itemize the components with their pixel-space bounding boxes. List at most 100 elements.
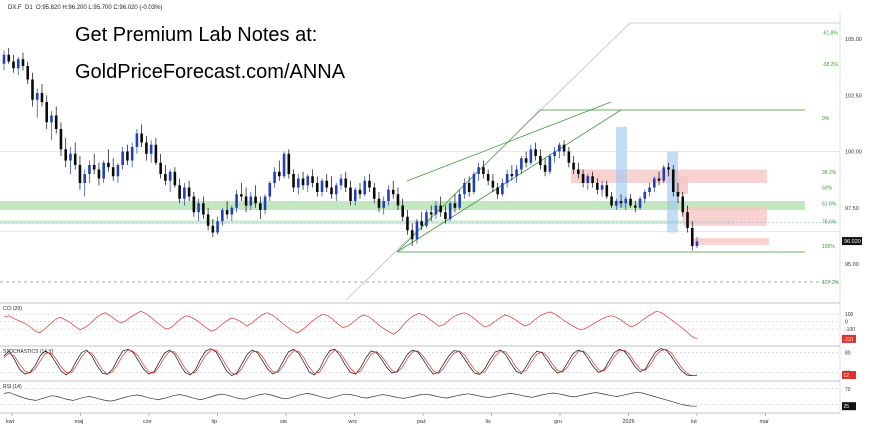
- price-tick-label: 105.00: [845, 37, 862, 43]
- stoch-d-line: [3, 348, 697, 376]
- channel-lower-line: [396, 109, 622, 253]
- candle-body: [145, 142, 148, 154]
- trend-lines-layer: [345, 22, 840, 301]
- candle-body: [7, 54, 11, 62]
- candle-body: [695, 241, 699, 246]
- candle-body: [330, 187, 333, 195]
- candle-body: [164, 174, 167, 181]
- resistance-zone-small: [676, 176, 688, 195]
- candle-body: [520, 158, 523, 170]
- candle-body: [320, 180, 324, 192]
- candle-body: [363, 180, 367, 195]
- candle-body: [31, 79, 34, 100]
- candle-body: [534, 149, 537, 156]
- candle-body: [154, 144, 158, 163]
- candle-body: [12, 61, 15, 69]
- candle-body: [496, 187, 499, 195]
- candle-body: [410, 230, 414, 240]
- last-price-tag: [842, 237, 862, 246]
- candle-body: [453, 203, 457, 208]
- candle-body: [643, 192, 647, 199]
- candle-body: [50, 115, 53, 123]
- candle-body: [524, 158, 528, 163]
- indicator-panels: CCI (20) 100 0-100 -231 STOCHASTICS (14,Y) 80…: [0, 302, 856, 411]
- candle-body: [610, 196, 613, 206]
- candle-body: [629, 198, 632, 206]
- candle-body: [477, 167, 480, 174]
- indicator-value-label: -231: [844, 337, 854, 343]
- candle-body: [444, 212, 447, 219]
- rsi-line: [3, 391, 697, 407]
- candle-body: [667, 167, 670, 170]
- candle-body: [254, 196, 257, 204]
- symbol-label: DX.F: [8, 5, 22, 11]
- indicator-value-tag: [842, 334, 856, 343]
- price-tick-label: 100.00: [845, 150, 862, 156]
- candle-body: [391, 189, 395, 195]
- candle-body: [491, 180, 495, 188]
- indicator-value-tag: [842, 402, 856, 411]
- candle-body: [78, 165, 82, 183]
- candle-body: [368, 180, 371, 188]
- candle-body: [349, 187, 352, 201]
- candle-body: [121, 151, 124, 165]
- candle-body: [244, 196, 248, 206]
- candle-body: [600, 185, 604, 190]
- candle-body: [339, 178, 343, 186]
- time-tick-label: gru: [554, 419, 562, 425]
- candle-body: [325, 180, 329, 188]
- candle-body: [235, 194, 238, 208]
- candle-body: [296, 178, 300, 188]
- price-tick-label: 102.50: [845, 93, 862, 99]
- candle-body: [183, 187, 186, 199]
- candle-body: [168, 171, 172, 181]
- candle-body: [657, 178, 661, 181]
- candle-body: [420, 221, 423, 226]
- candle-body: [73, 153, 77, 165]
- candle-body: [35, 93, 39, 100]
- candle-body: [472, 174, 476, 192]
- candle-body: [2, 54, 6, 64]
- candle-body: [662, 167, 666, 181]
- candle-body: [652, 178, 656, 188]
- candle-body: [206, 214, 210, 226]
- candle-body: [69, 153, 72, 161]
- indicator-name: RSI (14): [3, 384, 22, 390]
- promo-line-1: Get Premium Lab Notes at:: [75, 24, 318, 46]
- candle-body: [567, 151, 571, 163]
- candle-body: [486, 174, 490, 181]
- candle-body: [278, 171, 281, 177]
- candle-body: [268, 183, 272, 197]
- candle-body: [425, 212, 428, 226]
- candle-body: [187, 187, 191, 197]
- indicator-level-label: 80: [845, 351, 851, 357]
- candle-body: [240, 194, 243, 197]
- time-tick-label: maj: [75, 419, 84, 425]
- indicator-level-label: 0: [845, 320, 848, 326]
- candle-body: [126, 151, 129, 161]
- candle-body: [553, 151, 556, 156]
- candle-body: [159, 162, 162, 174]
- fib-level-label: 0%: [822, 116, 830, 122]
- fib-level-label: 61.8%: [822, 201, 837, 207]
- candle-body: [624, 198, 628, 204]
- candle-body: [401, 205, 405, 217]
- candle-body: [434, 205, 438, 215]
- candle-body: [591, 176, 594, 183]
- candle-body: [334, 185, 338, 195]
- fib-level-label: 78.6%: [822, 219, 837, 225]
- indicator-name: STOCHASTICS (14,Y): [3, 349, 54, 355]
- candle-body: [292, 174, 295, 188]
- candle-body: [221, 210, 224, 222]
- candle-body: [505, 174, 509, 183]
- candles-layer[interactable]: [2, 48, 699, 251]
- price-tick-label: 97.50: [845, 206, 859, 212]
- candle-body: [429, 212, 433, 215]
- candle-body: [54, 115, 58, 129]
- candle-body: [448, 203, 452, 219]
- fib-level-label: 50%: [822, 186, 833, 192]
- candle-body: [259, 203, 262, 210]
- candle-body: [548, 156, 552, 172]
- candle-body: [358, 189, 362, 195]
